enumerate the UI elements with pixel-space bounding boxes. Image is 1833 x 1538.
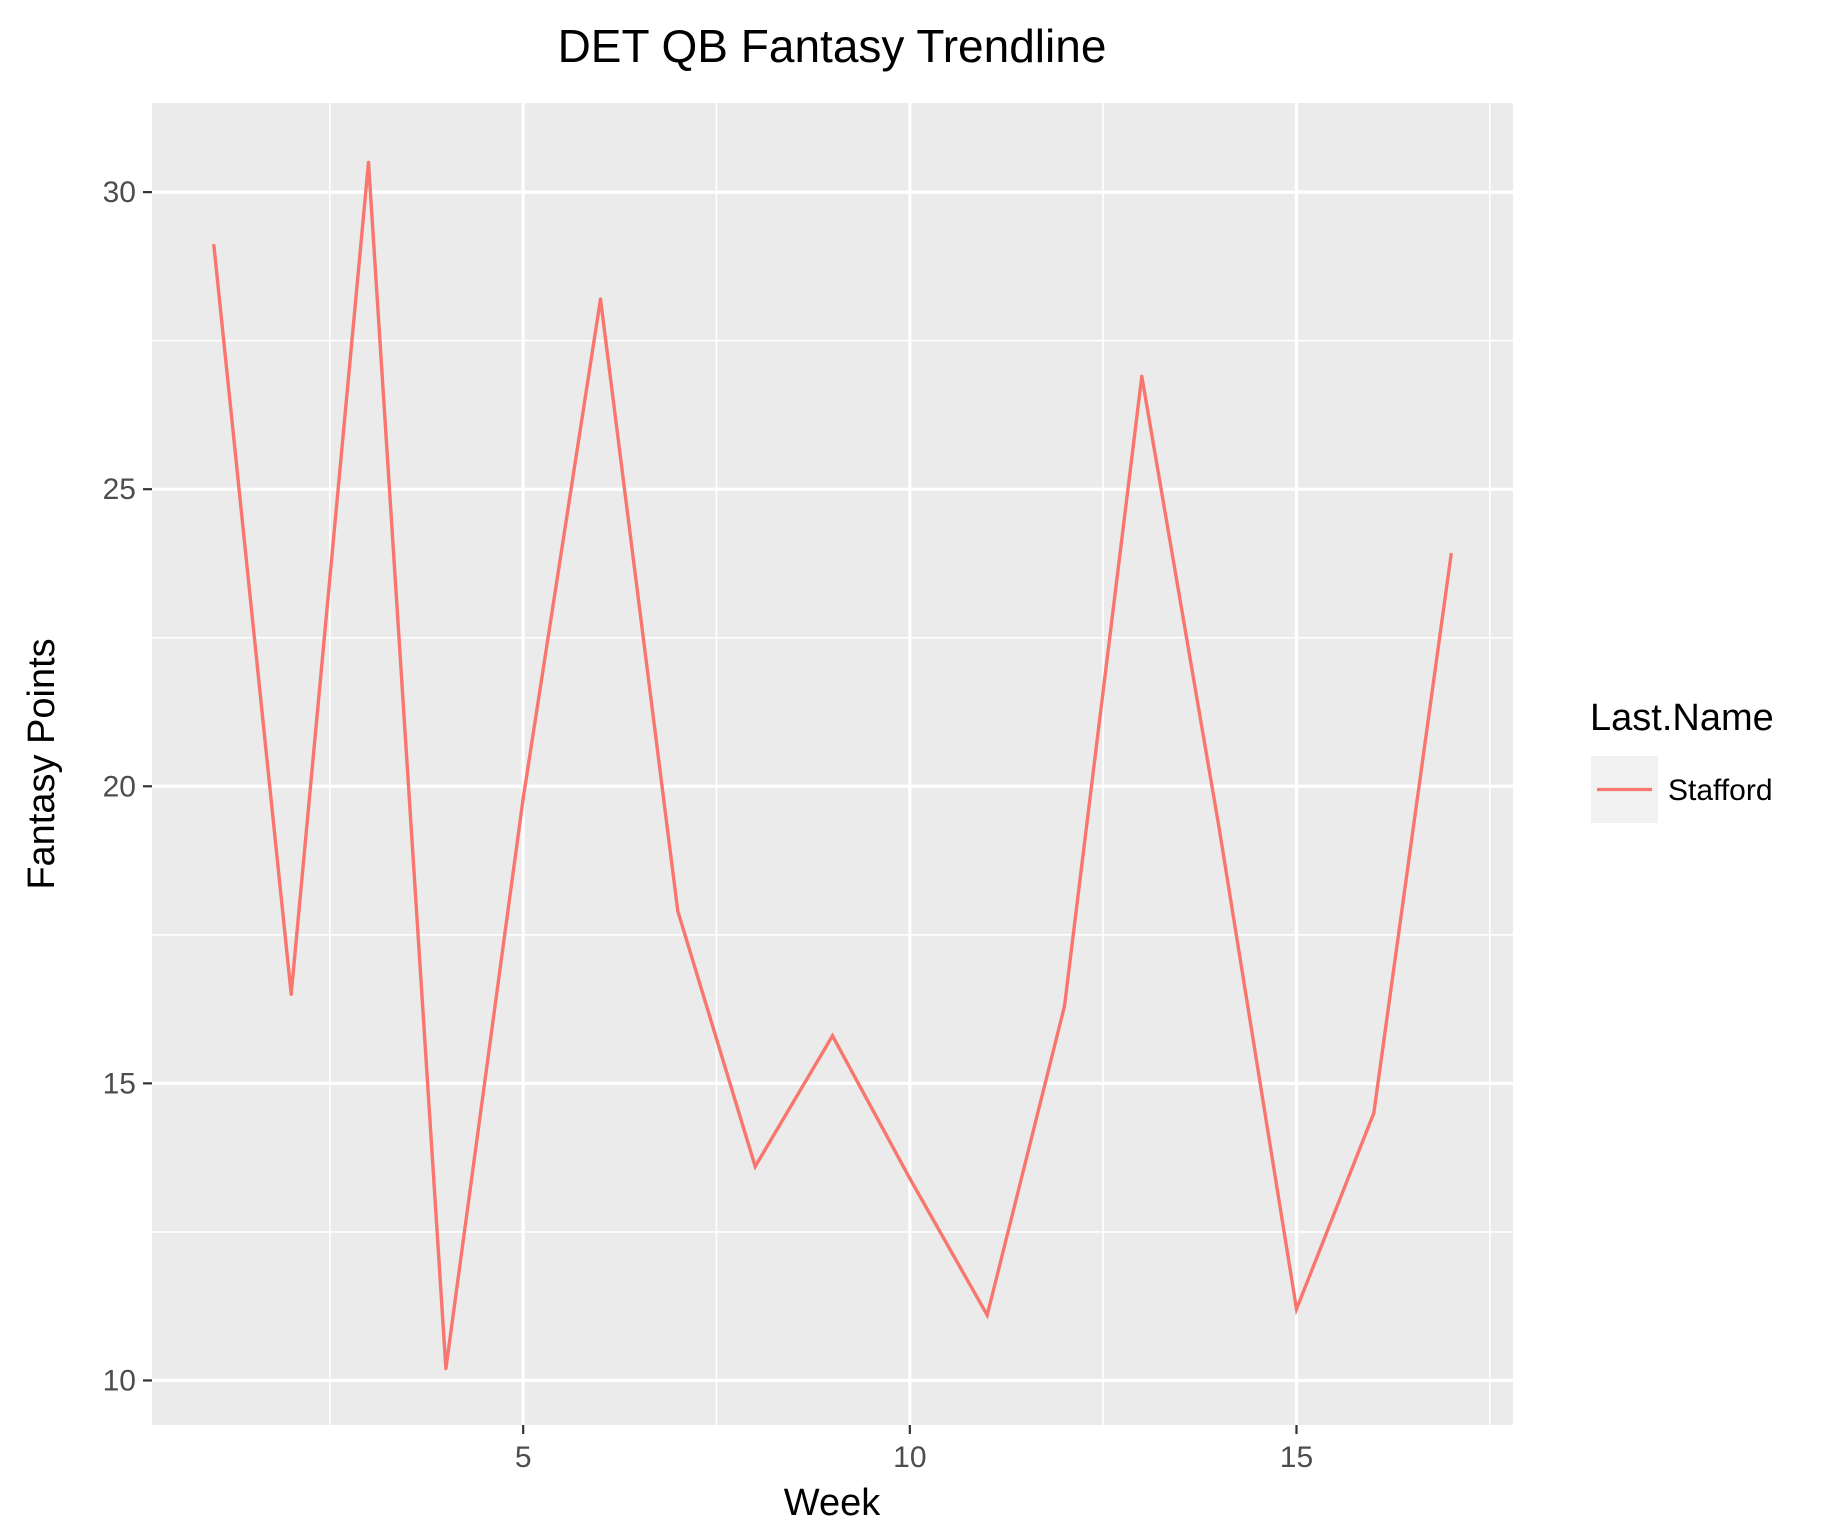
data-point xyxy=(1294,1307,1299,1311)
y-axis-title: Fantasy Points xyxy=(21,638,63,889)
legend-entry-stafford: Stafford xyxy=(1668,774,1773,807)
series-layer xyxy=(212,160,1453,1371)
data-point xyxy=(908,1176,912,1181)
data-point xyxy=(1449,552,1453,557)
x-tick-label: 10 xyxy=(893,1441,926,1474)
x-tick-label: 15 xyxy=(1280,1441,1313,1474)
y-tick-label: 15 xyxy=(103,1067,136,1100)
data-point xyxy=(289,992,293,996)
x-axis: 5 10 15 xyxy=(515,1425,1313,1474)
data-point xyxy=(212,243,216,248)
data-point xyxy=(1140,374,1144,379)
data-point xyxy=(444,1366,448,1371)
data-point xyxy=(1062,1004,1067,1008)
data-point xyxy=(366,160,371,165)
chart-title: DET QB Fantasy Trendline xyxy=(558,20,1107,72)
data-point xyxy=(985,1313,989,1317)
legend-title: Last.Name xyxy=(1590,697,1774,739)
y-tick-label: 20 xyxy=(103,770,136,803)
major-gridlines xyxy=(152,103,1513,1425)
x-axis-title: Week xyxy=(784,1482,881,1524)
y-tick-label: 25 xyxy=(103,473,136,506)
legend: Last.Name Stafford xyxy=(1590,697,1774,823)
data-point xyxy=(676,909,680,913)
data-point xyxy=(598,297,603,301)
data-point xyxy=(753,1164,757,1169)
data-point xyxy=(830,1034,835,1038)
data-point xyxy=(1372,1111,1376,1115)
y-tick-label: 30 xyxy=(103,176,136,209)
x-tick-label: 5 xyxy=(515,1441,532,1474)
data-point xyxy=(521,796,525,800)
y-axis: 10 15 20 25 30 xyxy=(103,176,152,1397)
y-tick-label: 10 xyxy=(103,1364,136,1397)
data-point xyxy=(1217,826,1221,830)
